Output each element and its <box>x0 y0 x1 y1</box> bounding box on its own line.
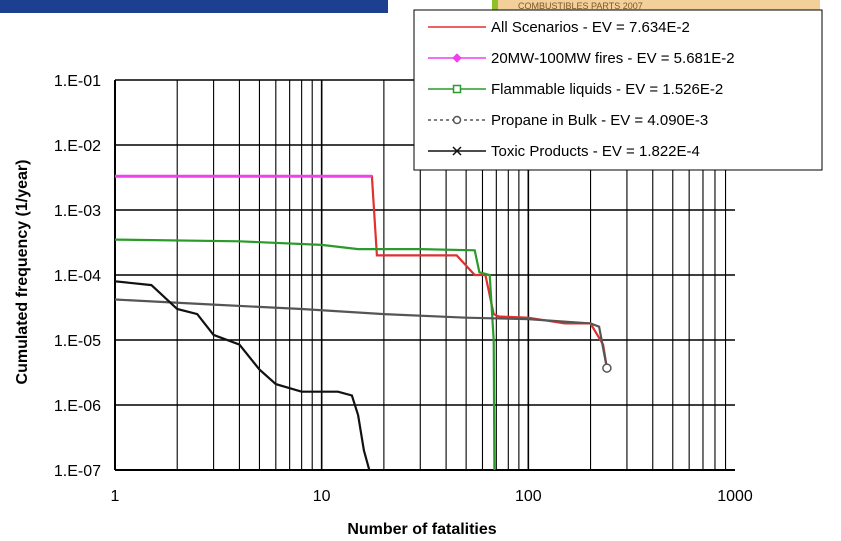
legend-box <box>413 9 823 171</box>
series-layer <box>114 174 612 471</box>
legend-marker <box>452 115 462 125</box>
header-blue-band <box>0 0 388 13</box>
legend-marker <box>452 84 462 94</box>
legend-marker <box>452 146 462 156</box>
series-line <box>114 280 371 471</box>
y-axis-title: Cumulated frequency (1/year) <box>14 160 31 385</box>
series-line <box>114 238 496 471</box>
y-tick-label: 1.E-05 <box>54 333 101 350</box>
legend-entry-label: Flammable liquids - EV = 1.526E-2 <box>491 81 723 98</box>
legend: All Scenarios - EV = 7.634E-2 20MW-100MW … <box>413 9 823 171</box>
legend-entry-label: All Scenarios - EV = 7.634E-2 <box>491 19 690 36</box>
y-tick-label: 1.E-02 <box>54 138 101 155</box>
header-green-marker <box>492 0 498 12</box>
x-axis-title: Number of fatalities <box>347 521 496 538</box>
x-tick-label: 10 <box>313 488 331 505</box>
x-tick-label: 100 <box>515 488 542 505</box>
legend-entry-label: Propane in Bulk - EV = 4.090E-3 <box>491 112 708 129</box>
series-line <box>114 298 608 369</box>
x-tick-label: 1000 <box>717 488 753 505</box>
legend-marker <box>452 53 462 63</box>
y-tick-label: 1.E-07 <box>54 463 101 480</box>
header-bar: COMBUSTIBLES PARTS 2007 <box>0 0 841 15</box>
header-banner: COMBUSTIBLES PARTS 2007 <box>498 0 820 12</box>
y-tick-label: 1.E-04 <box>54 268 101 285</box>
y-tick-label: 1.E-01 <box>54 73 101 90</box>
y-tick-label: 1.E-06 <box>54 398 101 415</box>
x-tick-label: 1 <box>111 488 120 505</box>
series-marker <box>602 363 612 373</box>
y-tick-label: 1.E-03 <box>54 203 101 220</box>
tick-labels: 1 10 100 1000 1.E-01 1.E-02 1.E-03 1.E-04 1.E-05… <box>54 73 753 505</box>
legend-entry-label: 20MW-100MW fires - EV = 5.681E-2 <box>491 50 735 67</box>
legend-entry-label: Toxic Products - EV = 1.822E-4 <box>491 143 700 160</box>
axes-layer <box>114 80 735 471</box>
